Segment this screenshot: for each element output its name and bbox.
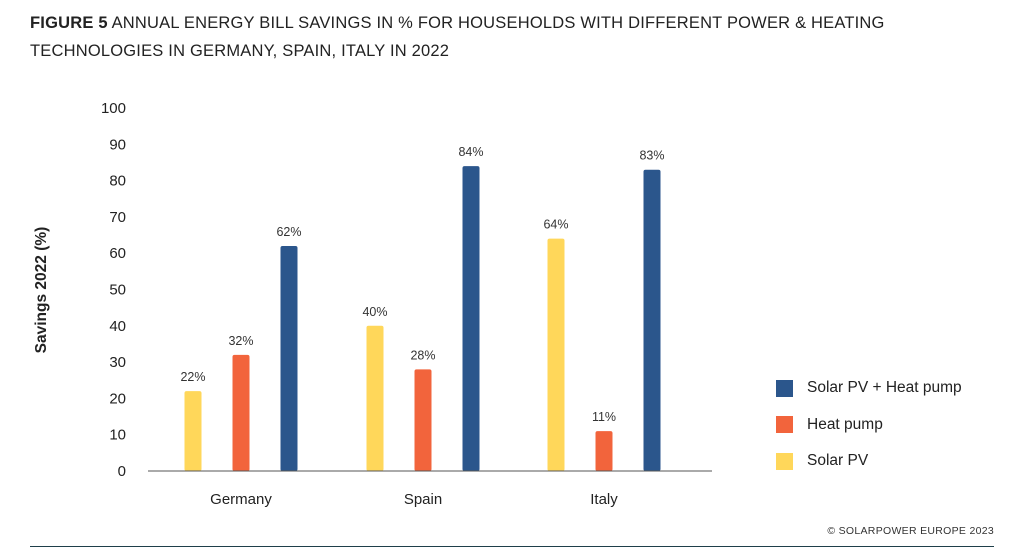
x-category-label: Germany bbox=[210, 491, 272, 508]
bar-heat-pump-germany bbox=[232, 354, 250, 471]
y-tick-label: 10 bbox=[109, 427, 126, 444]
legend-item: Solar PV + Heat pump bbox=[776, 370, 962, 407]
y-axis-ticks: 0 10 20 30 40 50 60 70 80 90 100 bbox=[101, 100, 126, 480]
legend-label: Heat pump bbox=[807, 415, 883, 433]
bar-value-label: 22% bbox=[180, 370, 205, 384]
bar-solar-pv-italy bbox=[547, 238, 565, 471]
y-tick-label: 70 bbox=[109, 209, 126, 226]
legend-item: Solar PV bbox=[776, 443, 962, 480]
bar-value-labels: 22% 32% 62% 40% 28% 84% 64% 11% 83% bbox=[180, 145, 664, 424]
bar-value-label: 32% bbox=[228, 334, 253, 348]
bars-group bbox=[184, 166, 661, 471]
y-tick-label: 80 bbox=[109, 173, 126, 190]
legend-swatch bbox=[776, 379, 793, 397]
bar-value-label: 62% bbox=[276, 225, 301, 239]
bar-heat-pump-spain bbox=[414, 369, 432, 471]
figure-title-text: ANNUAL ENERGY BILL SAVINGS IN % FOR HOUS… bbox=[30, 14, 885, 60]
bar-value-label: 11% bbox=[592, 410, 616, 424]
bar-solar-pv-heat-pump-spain bbox=[462, 166, 480, 471]
y-tick-label: 20 bbox=[109, 390, 126, 407]
y-tick-label: 100 bbox=[101, 100, 126, 117]
legend-swatch bbox=[776, 452, 793, 470]
x-category-label: Italy bbox=[590, 491, 618, 508]
x-category-label: Spain bbox=[404, 491, 442, 508]
bar-value-label: 40% bbox=[362, 305, 387, 319]
legend-label: Solar PV bbox=[807, 452, 869, 470]
bar-value-label: 83% bbox=[639, 149, 664, 163]
y-tick-label: 30 bbox=[109, 354, 126, 371]
bar-heat-pump-italy bbox=[595, 431, 613, 471]
chart-legend: Solar PV + Heat pump Heat pump Solar PV bbox=[776, 370, 962, 480]
bar-value-label: 84% bbox=[458, 145, 483, 159]
bar-value-label: 64% bbox=[543, 218, 568, 232]
y-axis-label: Savings 2022 (%) bbox=[33, 227, 50, 354]
y-tick-label: 40 bbox=[109, 318, 126, 335]
figure-label: FIGURE 5 bbox=[30, 14, 108, 32]
figure-title: FIGURE 5 ANNUAL ENERGY BILL SAVINGS IN %… bbox=[30, 9, 990, 65]
copyright-note: © SOLARPOWER EUROPE 2023 bbox=[827, 525, 994, 537]
x-axis-category-labels: Germany Spain Italy bbox=[210, 491, 618, 508]
y-tick-label: 50 bbox=[109, 282, 126, 299]
y-tick-label: 60 bbox=[109, 245, 126, 262]
bar-solar-pv-heat-pump-italy bbox=[643, 169, 661, 471]
legend-label: Solar PV + Heat pump bbox=[807, 379, 962, 397]
bar-solar-pv-heat-pump-germany bbox=[280, 245, 298, 471]
bottom-divider bbox=[30, 546, 994, 547]
bar-solar-pv-spain bbox=[366, 325, 384, 471]
y-tick-label: 0 bbox=[118, 463, 126, 480]
legend-swatch bbox=[776, 416, 793, 434]
legend-item: Heat pump bbox=[776, 407, 962, 444]
bar-solar-pv-germany bbox=[184, 391, 202, 471]
y-tick-label: 90 bbox=[109, 136, 126, 153]
bar-value-label: 28% bbox=[410, 348, 435, 362]
